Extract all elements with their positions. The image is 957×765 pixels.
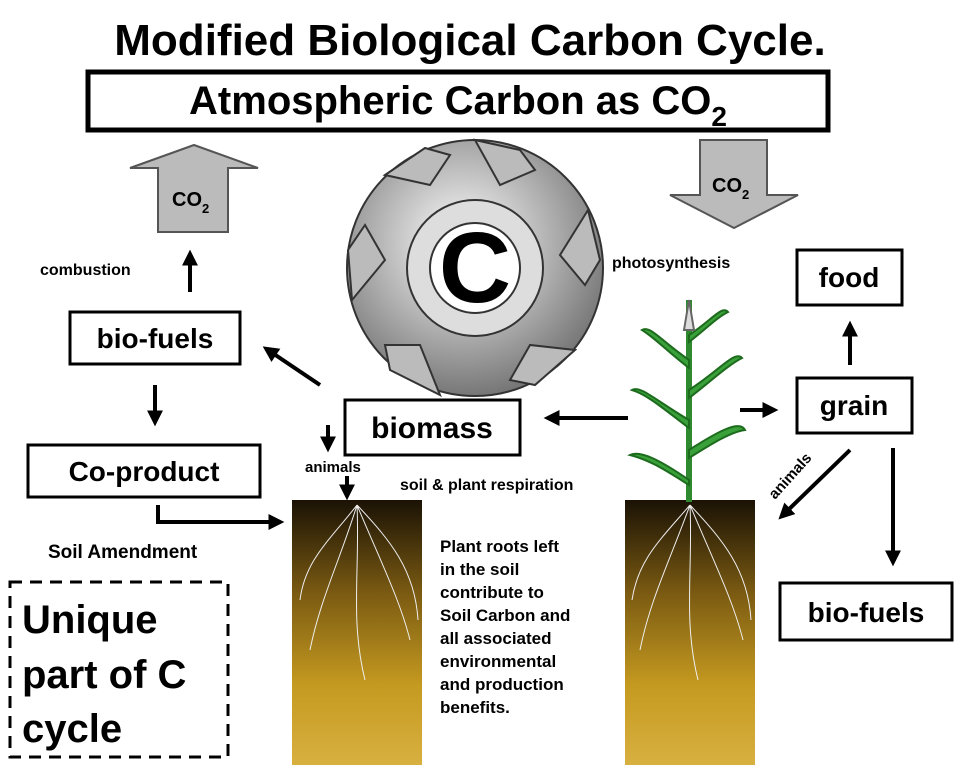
line: all associated [440,629,552,648]
line: Plant roots left [440,537,559,556]
box-label: grain [820,390,888,421]
line: in the soil [440,560,519,579]
co2-text: CO [172,189,202,211]
line: Soil Carbon and [440,606,570,625]
atmosphere-text: Atmospheric Carbon as CO [189,79,711,123]
line: part of C [22,653,186,697]
soil-amendment-label: Soil Amendment [48,542,198,563]
title: Modified Biological Carbon Cycle. [114,16,825,65]
box-label: bio-fuels [808,597,925,628]
box-label: bio-fuels [97,323,214,354]
center-c: C [439,212,511,324]
box-label: Co-product [69,456,220,487]
arrow [268,350,320,385]
co2-subscript: 2 [742,187,749,202]
line: and production [440,675,564,694]
line: environmental [440,652,556,671]
box-label: biomass [371,412,493,445]
co2-subscript: 2 [202,201,209,216]
arrow [158,505,278,522]
animals-label: animals [305,459,361,476]
roots-note: Plant roots left in the soil contribute … [440,537,575,717]
corn-plant [630,300,745,502]
diagram: Modified Biological Carbon Cycle. Atmosp… [0,0,957,765]
atmosphere-subscript: 2 [711,101,727,132]
photosynthesis-label: photosynthesis [612,255,730,272]
unique-label: Unique part of C cycle [22,598,198,751]
respiration-label: soil & plant respiration [400,477,573,494]
line: benefits. [440,698,510,717]
co2-text: CO [712,175,742,197]
line: Unique [22,598,158,642]
line: contribute to [440,583,544,602]
animals-label: animals [765,450,815,503]
combustion-label: combustion [40,262,131,279]
line: cycle [22,707,122,751]
box-label: food [819,262,880,293]
